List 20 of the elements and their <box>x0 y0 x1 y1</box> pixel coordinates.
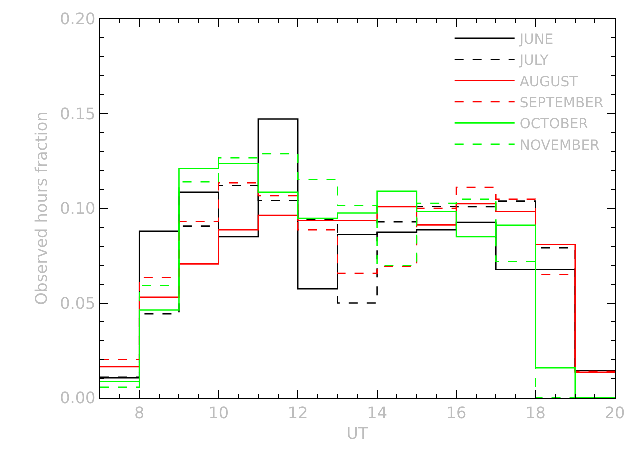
legend-label: NOVEMBER <box>520 138 600 154</box>
y-tick-label: 0.05 <box>60 294 96 313</box>
y-axis-title: Observed hours fraction <box>32 112 51 306</box>
y-tick-label: 0.15 <box>60 104 96 124</box>
x-tick-label: 16 <box>446 403 467 422</box>
x-tick-label: 10 <box>208 403 230 422</box>
x-tick-label: 14 <box>367 403 388 422</box>
x-tick-label: 18 <box>526 403 546 422</box>
x-axis-title: UT <box>346 424 368 443</box>
y-tick-label: 0.10 <box>60 199 96 218</box>
x-tick-label: 8 <box>134 403 145 422</box>
y-tick-label: 0.20 <box>60 10 96 29</box>
legend-label: JUNE <box>518 32 554 48</box>
x-tick-label: 20 <box>604 403 626 422</box>
legend-label: AUGUST <box>520 74 579 90</box>
x-tick-label: 12 <box>288 403 308 422</box>
legend-label: JULY <box>518 53 550 70</box>
y-tick-label: 0.00 <box>60 388 96 408</box>
legend-label: OCTOBER <box>520 116 589 133</box>
legend-label: SEPTEMBER <box>520 95 604 112</box>
